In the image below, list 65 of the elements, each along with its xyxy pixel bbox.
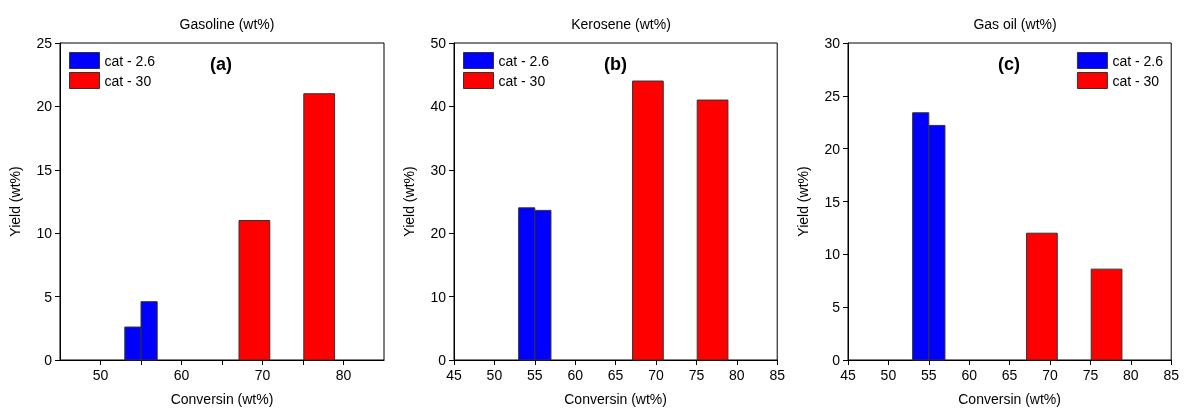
y-tick-label: 5 (832, 299, 841, 316)
x-tick-label: 85 (769, 367, 786, 383)
y-tick-label: 15 (824, 193, 841, 210)
x-axis-title: Conversin (wt%) (564, 391, 667, 407)
chart-title: Gas oil (wt%) (973, 16, 1057, 32)
x-tick-label: 60 (173, 367, 190, 383)
x-tick-label: 50 (880, 367, 897, 383)
y-tick-label: 15 (36, 161, 53, 178)
y-tick-label: 25 (824, 87, 841, 104)
y-axis-title: Yield (wt%) (401, 166, 417, 237)
bar (1090, 268, 1123, 361)
y-axis-title: Yield (wt%) (7, 166, 23, 237)
x-tick-label: 55 (527, 367, 543, 383)
x-tick-label: 70 (648, 367, 665, 383)
annotation: (a) (210, 54, 232, 74)
x-tick-label: 80 (1123, 367, 1139, 383)
x-tick-label: 65 (607, 367, 624, 383)
bar (696, 99, 729, 361)
y-tick-label: 20 (430, 225, 447, 242)
x-tick-label: 80 (335, 367, 352, 383)
x-tick-label: 85 (1163, 367, 1180, 383)
y-tick-label: 10 (430, 288, 447, 305)
y-tick-label: 30 (824, 35, 841, 51)
x-tick-label: 60 (961, 367, 978, 383)
y-tick-label: 20 (824, 140, 841, 157)
annotation: (b) (604, 54, 627, 74)
bar (632, 80, 664, 361)
legend-label: cat - 30 (498, 72, 546, 89)
x-axis-title: Conversin (wt%) (170, 391, 274, 407)
y-tick-label: 0 (832, 352, 841, 368)
x-tick-label: 45 (840, 367, 856, 383)
legend-label: cat - 2.6 (498, 52, 550, 69)
y-tick-label: 10 (36, 225, 53, 242)
y-tick-label: 10 (824, 246, 841, 263)
x-tick-label: 75 (688, 367, 705, 383)
y-axis-title: Yield (wt%) (795, 166, 811, 237)
y-tick-label: 50 (430, 35, 447, 51)
x-tick-label: 45 (446, 367, 462, 383)
y-tick-label: 0 (438, 352, 447, 368)
y-tick-label: 40 (430, 98, 447, 115)
x-axis-title: Conversin (wt%) (958, 391, 1061, 407)
chart-title: Gasoline (wt%) (179, 16, 275, 32)
legend-label: cat - 30 (1112, 72, 1160, 89)
y-tick-label: 20 (36, 98, 53, 115)
bar (303, 93, 336, 361)
x-tick-label: 75 (1082, 367, 1099, 383)
x-tick-label: 80 (729, 367, 745, 383)
legend-label: cat - 2.6 (1112, 52, 1164, 69)
x-tick-label: 50 (92, 367, 109, 383)
bar (238, 220, 271, 361)
y-tick-label: 0 (44, 352, 53, 368)
x-tick-label: 55 (921, 367, 937, 383)
x-tick-label: 70 (1042, 367, 1059, 383)
annotation: (c) (998, 54, 1020, 74)
y-tick-label: 5 (44, 288, 53, 305)
x-tick-label: 60 (567, 367, 584, 383)
x-tick-label: 65 (1001, 367, 1018, 383)
legend-label: cat - 2.6 (104, 52, 156, 69)
bar (1026, 232, 1058, 361)
x-tick-label: 70 (254, 367, 271, 383)
y-tick-label: 30 (430, 161, 447, 178)
x-tick-label: 50 (486, 367, 503, 383)
legend-label: cat - 30 (104, 72, 152, 89)
chart-title: Kerosene (wt%) (571, 16, 671, 32)
y-tick-label: 25 (36, 35, 53, 51)
